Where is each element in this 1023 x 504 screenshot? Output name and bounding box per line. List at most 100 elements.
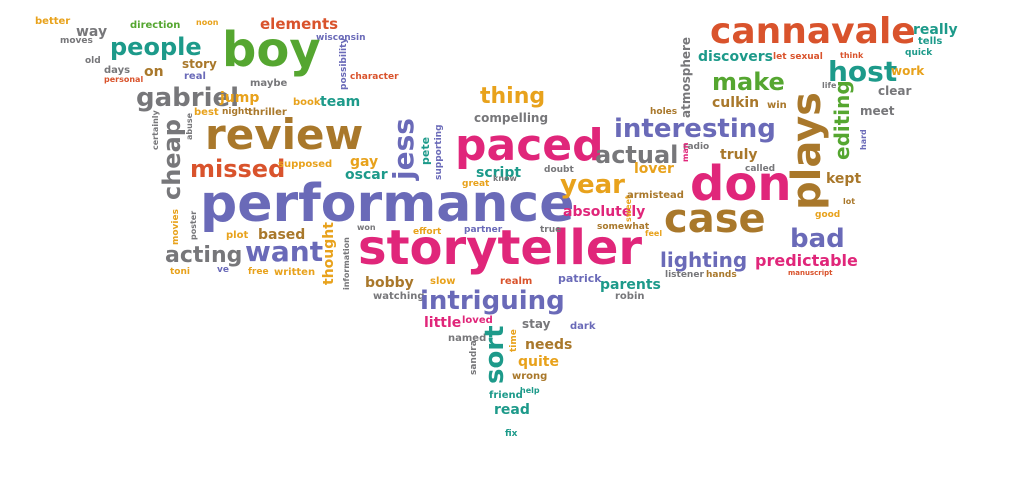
word-old: old <box>85 56 101 66</box>
word-partner: partner <box>464 225 503 235</box>
word-toni: toni <box>170 267 190 277</box>
word-lot: lot <box>843 197 856 206</box>
word-moves: moves <box>60 36 93 46</box>
word-character: character <box>350 72 399 82</box>
word-host: host <box>828 55 898 88</box>
word-script: script <box>476 165 522 181</box>
word-plot: plot <box>226 230 249 241</box>
word-called: called <box>745 164 776 174</box>
word-fix: fix <box>505 429 518 439</box>
word-won: won <box>357 223 376 232</box>
word-read: read <box>494 402 530 418</box>
word-discovers: discovers <box>698 49 773 65</box>
word-compelling: compelling <box>474 111 549 125</box>
word-truly: truly <box>720 147 758 163</box>
word-gabriel: gabriel <box>136 83 240 113</box>
word-doubt: doubt <box>544 165 574 175</box>
word-predictable: predictable <box>755 251 858 270</box>
word-jump: jump <box>220 90 260 106</box>
word-realm: realm <box>500 276 533 287</box>
word-oscar: oscar <box>345 167 388 183</box>
word-information: information <box>342 237 351 290</box>
word-supposed: supposed <box>278 159 333 170</box>
word-needs: needs <box>525 337 573 353</box>
word-don: don <box>690 156 792 212</box>
word-time: time <box>509 329 519 352</box>
word-people: people <box>110 33 202 61</box>
word-lover: lover <box>634 161 674 177</box>
word-better: better <box>35 16 71 27</box>
word-thriller: thriller <box>248 107 287 118</box>
word-parents: parents <box>600 277 661 293</box>
word-missed: missed <box>190 155 286 183</box>
word-feel: feel <box>645 229 663 238</box>
word-ve: ve <box>217 265 229 275</box>
word-tells: tells <box>918 36 943 47</box>
word-based: based <box>258 227 306 243</box>
word-robin: robin <box>615 291 645 302</box>
word-year: year <box>560 170 625 200</box>
word-manuscript: manuscript <box>788 269 833 277</box>
word-gay: gay <box>350 154 379 170</box>
word-supporting: supporting <box>434 124 444 180</box>
word-bad: bad <box>790 224 845 254</box>
word-slow: slow <box>430 276 456 287</box>
word-stay: stay <box>522 317 551 331</box>
word-case: case <box>664 196 766 242</box>
word-good: good <box>815 210 841 220</box>
word-best: best <box>194 107 219 118</box>
word-way: way <box>76 24 108 40</box>
word-pete: pete <box>419 136 432 165</box>
word-night: night <box>222 107 249 117</box>
word-kept: kept <box>826 171 862 187</box>
word-thing: thing <box>480 84 546 109</box>
word-jess: jess <box>387 118 420 180</box>
word-work: work <box>891 64 925 78</box>
word-friend: friend <box>489 390 523 401</box>
word-possibility: possibility <box>339 37 349 90</box>
word-absolutely: absolutely <box>563 204 646 220</box>
word-elements: elements <box>260 15 339 33</box>
word-quick: quick <box>905 48 933 58</box>
word-dark: dark <box>570 321 596 332</box>
word-life: life <box>822 81 837 90</box>
word-culkin: culkin <box>712 95 760 111</box>
word-team: team <box>320 94 361 110</box>
word-watching: watching <box>373 291 425 302</box>
word-true: true <box>540 225 562 235</box>
word-win: win <box>767 100 787 111</box>
word-listener: listener <box>665 270 704 280</box>
word-direction: direction <box>130 20 181 31</box>
word-thought: thought <box>321 222 337 285</box>
word-actual: actual <box>595 141 679 169</box>
word-think: think <box>840 51 864 60</box>
word-plays: plays <box>784 92 830 210</box>
word-poster: poster <box>189 210 198 240</box>
word-meet: meet <box>860 104 895 118</box>
word-interesting: interesting <box>614 114 776 144</box>
word-boy: boy <box>222 22 321 78</box>
word-clear: clear <box>878 84 912 98</box>
word-storyteller: storyteller <box>358 220 643 276</box>
word-days: days <box>104 65 131 76</box>
word-noon: noon <box>196 18 219 27</box>
word-named: named <box>448 333 487 344</box>
word-let: let <box>773 52 787 62</box>
word-effort: effort <box>413 227 442 237</box>
word-book: book <box>293 97 321 108</box>
word-written: written <box>274 267 316 278</box>
word-great: great <box>462 179 490 189</box>
word-cannavale: cannavale <box>710 11 916 52</box>
word-abuse: abuse <box>185 112 194 140</box>
word-editing: editing <box>830 80 854 160</box>
word-intriguing: intriguing <box>420 286 565 316</box>
word-know: know <box>493 174 517 183</box>
word-hands: hands <box>706 270 737 280</box>
word-acting: acting <box>165 243 243 268</box>
word-story: story <box>182 57 217 71</box>
word-cheap: cheap <box>158 119 186 200</box>
word-performance: performance <box>200 174 575 234</box>
word-really: really <box>913 22 958 38</box>
word-man: man <box>681 142 690 162</box>
